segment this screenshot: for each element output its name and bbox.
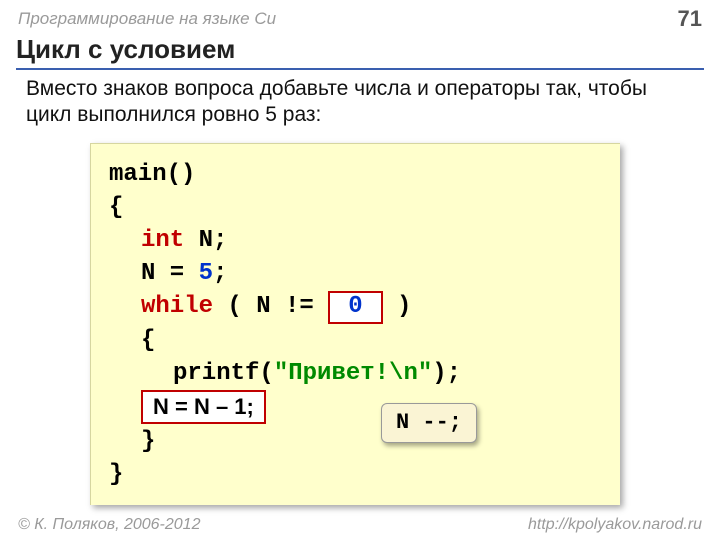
callout-alt-decrement: N --; — [381, 403, 477, 443]
code-text: N; — [184, 227, 227, 254]
code-line: main() — [109, 158, 602, 191]
page-title: Цикл с условием — [16, 34, 704, 65]
slide-footer: © К. Поляков, 2006-2012 http://kpolyakov… — [0, 516, 720, 534]
code-line: int N; — [109, 224, 602, 257]
code-line: N = N – 1; — [109, 390, 602, 425]
code-text: printf( — [173, 360, 274, 387]
code-block: main() { int N; N = 5; while ( N != 0 ) … — [90, 143, 620, 506]
code-line: } — [109, 458, 602, 491]
code-text: ; — [213, 260, 227, 287]
course-label: Программирование на языке Си — [18, 9, 276, 29]
answer-box-step: N = N – 1; — [141, 390, 266, 424]
number-literal: 5 — [199, 260, 213, 287]
code-line: { — [109, 324, 602, 357]
code-text: ); — [432, 360, 461, 387]
code-text: ) — [383, 293, 412, 320]
string-literal: "Привет!\n" — [274, 360, 432, 387]
url-label: http://kpolyakov.narod.ru — [528, 516, 702, 534]
title-rule — [16, 68, 704, 70]
code-text: N = — [141, 260, 199, 287]
keyword-int: int — [141, 227, 184, 254]
code-line: while ( N != 0 ) — [109, 290, 602, 324]
code-line: N = 5; — [109, 257, 602, 290]
code-line: { — [109, 191, 602, 224]
code-line: } — [109, 425, 602, 458]
code-text: ( N != — [213, 293, 314, 320]
slide-header: Программирование на языке Си 71 — [0, 0, 720, 32]
code-line: printf("Привет!\n"); — [109, 357, 602, 390]
page-number: 71 — [678, 6, 702, 32]
task-text: Вместо знаков вопроса добавьте числа и о… — [0, 76, 720, 129]
answer-box-condition: 0 — [328, 291, 382, 324]
keyword-while: while — [141, 293, 213, 320]
copyright-label: © К. Поляков, 2006-2012 — [18, 516, 200, 534]
title-row: Цикл с условием — [0, 32, 720, 65]
